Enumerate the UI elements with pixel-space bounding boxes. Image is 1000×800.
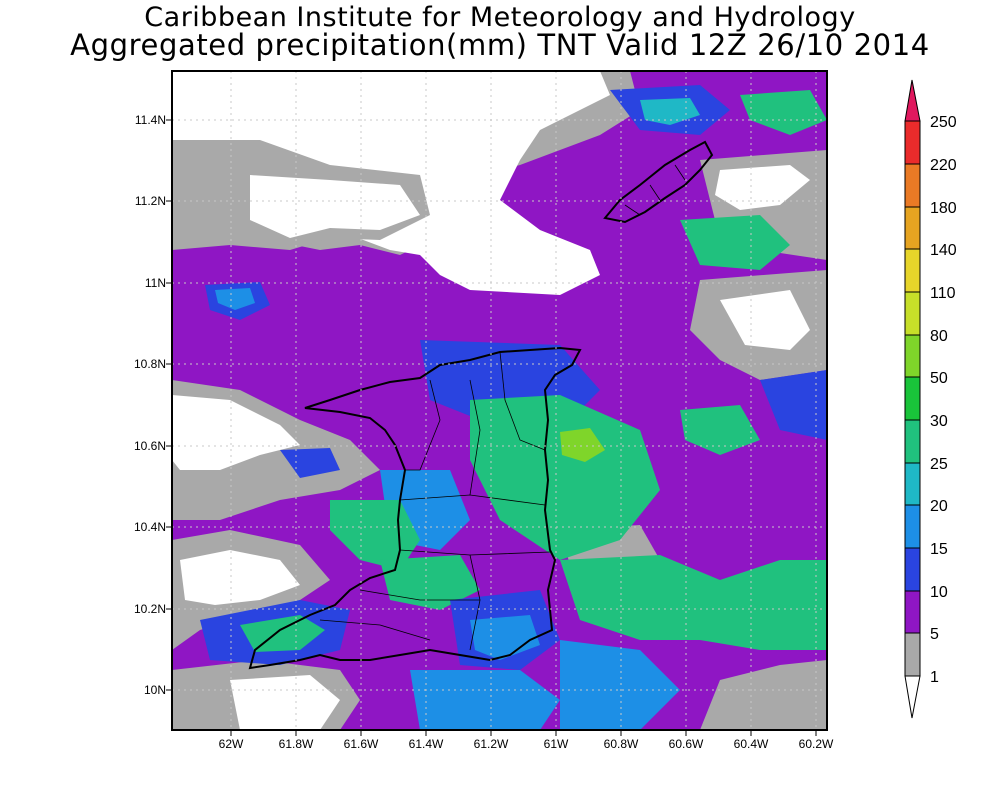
lon-label: 60.4W <box>733 737 769 751</box>
precip-area-white-sw <box>180 550 300 605</box>
precip-area-blue-w2 <box>280 448 340 478</box>
lon-label: 61.2W <box>473 737 509 751</box>
lon-label: 60.8W <box>603 737 639 751</box>
colorbar-label: 220 <box>930 157 957 174</box>
colorbar-bin-80 <box>904 334 921 378</box>
lat-label: 10.2N <box>133 602 166 616</box>
colorbar-label: 5 <box>930 626 939 643</box>
colorbar-bottom-triangle <box>904 675 921 719</box>
colorbar-bin-25 <box>904 462 921 506</box>
colorbar <box>904 79 921 719</box>
colorbar-label: 25 <box>930 456 948 473</box>
colorbar-bin-30 <box>904 419 921 464</box>
precip-area-green-sw <box>240 615 325 652</box>
axis-ticks <box>166 119 817 736</box>
precip-area-green-1 <box>470 395 660 560</box>
lat-label: 10.8N <box>133 357 166 371</box>
colorbar-bin-50 <box>904 376 921 421</box>
colorbar-label: 15 <box>930 541 948 558</box>
colorbar-label: 180 <box>930 200 957 217</box>
colorbar-label: 110 <box>930 285 956 302</box>
precip-area-green-3 <box>380 555 480 610</box>
precip-area-green-east <box>680 215 790 270</box>
map-frame <box>171 70 828 731</box>
lon-label: 62W <box>218 737 244 751</box>
colorbar-bin-250 <box>904 120 921 165</box>
colorbar-bin-140 <box>904 248 921 293</box>
colorbar-label: 80 <box>930 328 948 345</box>
lon-label: 61.4W <box>408 737 444 751</box>
chart-title-line1: Caribbean Institute for Meteorology and … <box>144 2 856 33</box>
tobago-regions <box>624 164 686 216</box>
precip-area-white-s <box>230 675 340 730</box>
chart-title-line2: Aggregated precipitation(mm) TNT Valid 1… <box>70 28 930 62</box>
lat-label: 10.4N <box>133 520 166 534</box>
colorbar-bin-220 <box>904 163 921 208</box>
precip-area-white-e <box>720 290 810 350</box>
colorbar-label: 250 <box>930 114 957 131</box>
colorbar-label: 50 <box>930 370 948 387</box>
lat-label: 11N <box>144 276 166 290</box>
precip-area-teal-3 <box>470 615 540 660</box>
precip-area-green-e2 <box>680 405 760 455</box>
precip-area-white-west <box>172 395 300 470</box>
lon-label: 61W <box>543 737 569 751</box>
colorbar-label: 1 <box>930 669 939 686</box>
lat-label: 11.2N <box>134 194 166 208</box>
precip-area-blue-south <box>410 670 560 730</box>
lon-label: 60.2W <box>798 737 834 751</box>
colorbar-top-triangle <box>904 79 921 122</box>
precip-area-grey-se <box>700 660 827 730</box>
precip-area-blue-se <box>560 640 680 730</box>
trinidad-outline <box>248 346 582 670</box>
precip-area-green-ne <box>740 90 827 135</box>
precip-area-blue-e3 <box>760 370 827 440</box>
lon-label: 61.8W <box>278 737 314 751</box>
tobago-outline <box>603 140 714 224</box>
colorbar-label: 140 <box>930 242 957 259</box>
colorbar-bin-5 <box>904 632 921 677</box>
lon-label: 60.6W <box>668 737 704 751</box>
colorbar-bin-110 <box>904 291 921 336</box>
colorbar-bin-20 <box>904 504 921 549</box>
colorbar-bin-180 <box>904 206 921 250</box>
trinidad-regions <box>319 351 551 651</box>
lat-label: 10.6N <box>133 439 166 453</box>
map-gridlines <box>172 71 827 730</box>
colorbar-bin-15 <box>904 547 921 592</box>
colorbar-label: 20 <box>930 498 948 515</box>
lat-label: 10N <box>143 683 166 697</box>
lat-label: 11.4N <box>134 113 166 127</box>
precip-area-teal-west-1 <box>215 288 255 310</box>
precip-area-light-green-1 <box>560 428 605 462</box>
colorbar-label: 10 <box>930 584 948 601</box>
precip-area-white-band <box>250 175 420 238</box>
precip-area-white-ne <box>715 165 810 210</box>
lon-label: 61.6W <box>343 737 379 751</box>
precip-field <box>172 71 827 730</box>
precip-area-teal-north <box>640 98 700 125</box>
colorbar-bin-10 <box>904 590 921 634</box>
precip-area-green-se <box>560 555 827 650</box>
colorbar-label: 30 <box>930 413 948 430</box>
